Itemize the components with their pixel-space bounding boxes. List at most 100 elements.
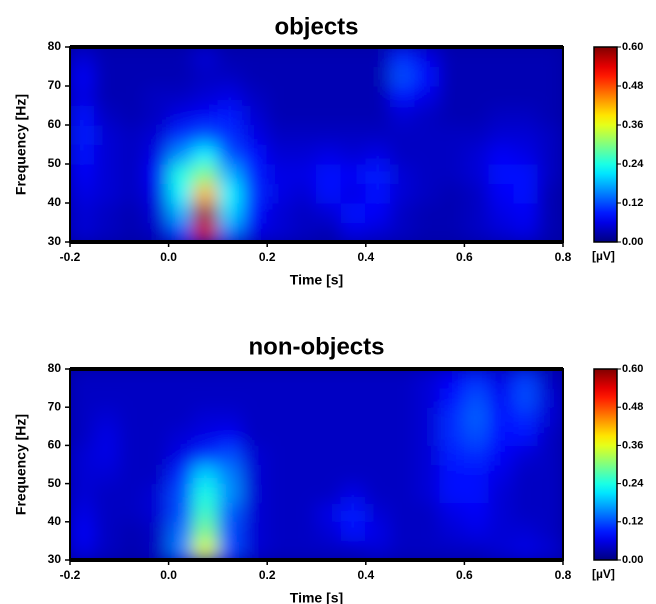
heat-cell <box>192 222 219 242</box>
heat-cell <box>94 124 120 145</box>
heat-cell <box>168 163 194 184</box>
heat-cell <box>266 202 293 223</box>
heat-cell <box>389 66 416 87</box>
heat-cell <box>463 144 490 165</box>
heat-cell <box>291 483 317 504</box>
heat-cell <box>513 47 539 67</box>
heat-cell <box>389 163 416 184</box>
heat-cell <box>316 222 342 242</box>
heat-cell <box>94 387 120 408</box>
heat-cell <box>513 144 539 165</box>
heat-cell <box>217 144 244 165</box>
heat-cell <box>242 222 268 242</box>
x-tick-label: 0.8 <box>555 250 572 264</box>
heat-cell <box>94 521 120 542</box>
heat-cell <box>389 425 416 446</box>
heat-cell <box>316 163 342 184</box>
heat-cell <box>192 163 219 184</box>
heat-cell <box>94 483 120 504</box>
heat-cell <box>143 124 170 145</box>
heat-cell <box>217 183 244 204</box>
heat-cell <box>513 222 539 242</box>
heat-cell <box>513 66 539 87</box>
heat-cell <box>316 124 342 145</box>
heat-cell <box>439 144 465 165</box>
heat-cell <box>463 202 490 223</box>
heat-cell <box>217 85 244 106</box>
heat-cell <box>168 66 194 87</box>
heat-cell <box>414 66 441 87</box>
heat-cell <box>488 85 515 106</box>
heat-cell <box>488 406 515 427</box>
heat-cell <box>488 66 515 87</box>
heat-cell <box>217 444 244 465</box>
heat-cell <box>537 464 563 485</box>
heat-cell <box>242 369 268 389</box>
heat-cell <box>488 202 515 223</box>
heat-cell <box>439 540 465 560</box>
heat-cell <box>439 47 465 67</box>
heat-cell <box>291 521 317 542</box>
heat-cell <box>143 406 170 427</box>
heat-cell <box>70 521 96 542</box>
heat-cell <box>365 124 391 145</box>
heat-cell <box>291 163 317 184</box>
heat-cell <box>168 85 194 106</box>
heat-cell <box>143 464 170 485</box>
colorbar-tick-label: 0.48 <box>622 80 643 92</box>
heat-cell <box>537 66 563 87</box>
heat-cell <box>513 521 539 542</box>
heat-cell <box>414 85 441 106</box>
heat-cell <box>340 425 367 446</box>
heat-cell <box>316 85 342 106</box>
heat-cell <box>537 85 563 106</box>
heat-cell <box>537 521 563 542</box>
heat-cell <box>340 124 367 145</box>
heat-cell <box>168 105 194 126</box>
heat-cell <box>118 144 145 165</box>
heat-cell <box>143 387 170 408</box>
heat-cell <box>168 124 194 145</box>
heat-cell <box>242 406 268 427</box>
heat-cell <box>217 425 244 446</box>
y-tick-label: 80 <box>48 361 62 375</box>
x-axis-label: Time [s] <box>290 590 343 604</box>
heat-cell <box>168 47 194 67</box>
heat-cell <box>463 540 490 560</box>
heat-cell <box>291 105 317 126</box>
heat-cell <box>118 464 145 485</box>
heat-cell <box>242 425 268 446</box>
heat-cell <box>291 124 317 145</box>
heat-cell <box>340 222 367 242</box>
heat-cell <box>94 163 120 184</box>
cells <box>70 47 563 242</box>
x-tick-label: -0.2 <box>60 250 81 264</box>
heat-cell <box>537 387 563 408</box>
heat-cell <box>266 47 293 67</box>
heat-cell <box>266 540 293 560</box>
heat-cell <box>143 222 170 242</box>
heat-cell <box>242 521 268 542</box>
heat-cell <box>143 183 170 204</box>
heat-cell <box>365 483 391 504</box>
heat-cell <box>94 202 120 223</box>
heat-cell <box>291 47 317 67</box>
heat-cell <box>242 105 268 126</box>
heat-cell <box>513 202 539 223</box>
cells <box>70 369 563 560</box>
heat-cell <box>537 483 563 504</box>
heat-cell <box>513 502 539 523</box>
heat-cell <box>70 202 96 223</box>
colorbar-label: [µV] <box>592 249 615 263</box>
heat-cell <box>316 483 342 504</box>
heat-cell <box>192 406 219 427</box>
heat-cell <box>168 387 194 408</box>
heat-cell <box>291 183 317 204</box>
heat-cell <box>168 483 194 504</box>
heat-cell <box>389 483 416 504</box>
y-tick-label: 40 <box>48 195 62 209</box>
heat-cell <box>537 124 563 145</box>
heat-cell <box>414 425 441 446</box>
